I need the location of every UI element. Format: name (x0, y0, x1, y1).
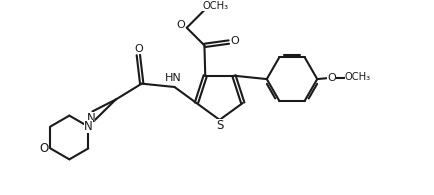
Text: N: N (84, 120, 92, 133)
Text: HN: HN (165, 73, 182, 83)
Text: OCH₃: OCH₃ (344, 72, 370, 82)
Text: O: O (134, 44, 143, 54)
Text: O: O (176, 20, 185, 30)
Text: O: O (39, 142, 48, 155)
Text: O: O (230, 36, 238, 46)
Text: OCH₃: OCH₃ (202, 1, 228, 11)
Text: O: O (326, 73, 335, 83)
Text: S: S (215, 119, 223, 132)
Text: N: N (86, 113, 95, 125)
